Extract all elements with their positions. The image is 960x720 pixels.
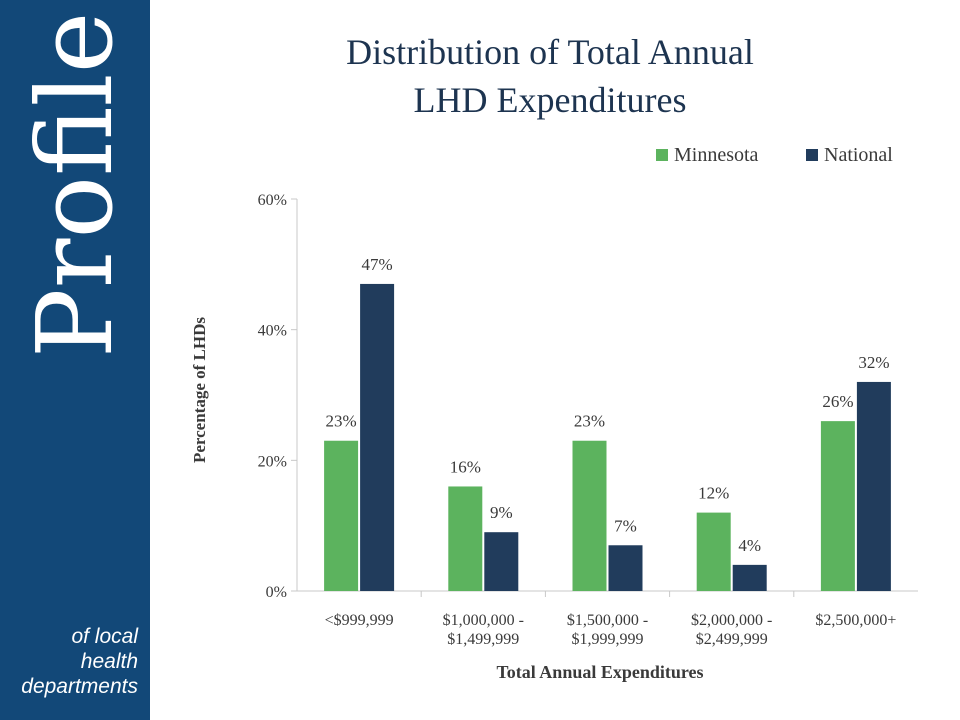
legend-label-minnesota: Minnesota <box>674 144 759 166</box>
brand-tagline-line-3: departments <box>21 675 138 698</box>
bar-national <box>856 381 891 591</box>
bar-national <box>360 283 395 591</box>
bar-minnesota <box>696 512 731 591</box>
x-tick-label: $1,499,999 <box>447 631 519 648</box>
bar-minnesota <box>572 440 607 591</box>
x-axis-title: Total Annual Expenditures <box>496 662 703 682</box>
data-label: 9% <box>490 503 513 522</box>
x-tick-label: $2,000,000 - <box>691 612 772 629</box>
y-tick-label: 40% <box>258 323 287 340</box>
data-label: 23% <box>574 412 605 431</box>
y-axis-title: Percentage of LHDs <box>190 317 209 463</box>
bar-minnesota <box>820 421 855 591</box>
bar-minnesota <box>448 486 483 591</box>
data-label: 12% <box>698 484 729 503</box>
data-label: 47% <box>362 255 393 274</box>
data-label: 7% <box>614 516 637 535</box>
x-tick-label: $2,500,000+ <box>815 612 896 629</box>
data-label: 23% <box>326 412 357 431</box>
data-label: 26% <box>822 392 853 411</box>
x-tick-label: $1,999,999 <box>572 631 644 648</box>
chart-title-line-1: Distribution of Total Annual <box>346 32 754 72</box>
bar-national <box>608 545 643 591</box>
x-tick-label: $1,000,000 - <box>443 612 524 629</box>
data-label: 32% <box>858 353 889 372</box>
chart-title: Distribution of Total Annual LHD Expendi… <box>150 28 950 124</box>
bar-minnesota <box>324 440 359 591</box>
brand-tagline-line-2: health <box>80 650 138 673</box>
x-tick-label: <$999,999 <box>325 612 394 629</box>
legend-label-national: National <box>824 144 893 166</box>
brand-tagline: of local health departments <box>21 624 138 699</box>
data-label: 4% <box>738 536 761 555</box>
y-tick-label: 0% <box>266 584 287 601</box>
x-tick-label: $2,499,999 <box>696 631 768 648</box>
brand-tagline-line-1: of local <box>71 625 138 648</box>
data-label: 16% <box>450 457 481 476</box>
y-tick-label: 60% <box>258 192 287 209</box>
legend-swatch-minnesota <box>656 149 668 161</box>
chart-title-line-2: LHD Expenditures <box>413 80 687 120</box>
bar-national <box>732 564 767 591</box>
legend-swatch-national <box>806 149 818 161</box>
y-tick-label: 20% <box>258 453 287 470</box>
x-tick-label: $1,500,000 - <box>567 612 648 629</box>
bar-national <box>484 532 519 591</box>
sidebar-brand-panel: Profile of local health departments <box>0 0 150 720</box>
